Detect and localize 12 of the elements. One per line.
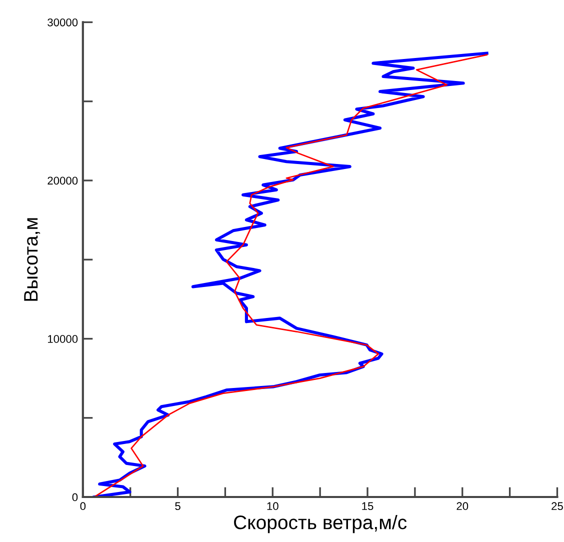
- y-tick-label: 20000: [48, 176, 78, 185]
- x-tick-label: 0: [80, 502, 86, 510]
- x-tick-label: 15: [362, 502, 374, 510]
- x-tick-label: 5: [175, 502, 180, 510]
- y-tick-label: 30000: [48, 18, 78, 26]
- x-tick-label: 20: [456, 502, 468, 510]
- y-axis-title: Высота,м: [24, 218, 40, 301]
- y-tick-label: 0: [72, 493, 78, 502]
- y-tick-label: 10000: [48, 335, 78, 343]
- x-axis-title: Скорость ветра,м/с: [234, 515, 407, 534]
- x-tick-label: 10: [267, 502, 278, 510]
- x-tick-label: 25: [552, 502, 563, 510]
